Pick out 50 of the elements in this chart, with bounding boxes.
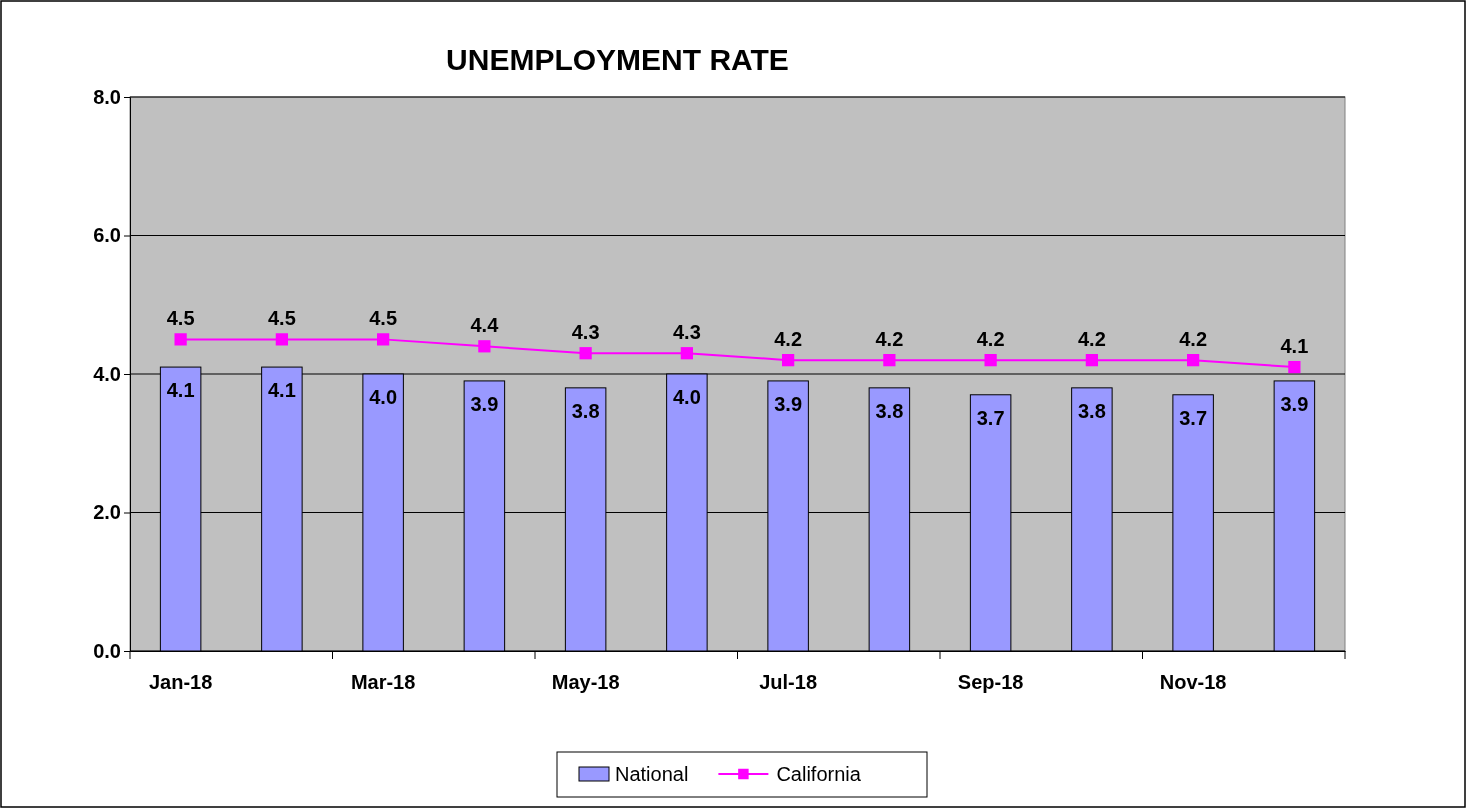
y-tick-label: 2.0 bbox=[93, 501, 121, 524]
data-label: 4.3 bbox=[672, 321, 701, 344]
point bbox=[275, 333, 288, 346]
x-tick-label: Sep-18 bbox=[957, 671, 1024, 694]
x-tick-label: Jul-18 bbox=[759, 671, 818, 694]
y-tick-label: 4.0 bbox=[93, 362, 121, 385]
point bbox=[782, 354, 795, 367]
data-label: 3.7 bbox=[1179, 406, 1208, 429]
data-label: 4.2 bbox=[774, 328, 803, 351]
x-tick-label: May-18 bbox=[551, 671, 620, 694]
x-tick-label: Mar-18 bbox=[350, 671, 416, 694]
data-label: 4.2 bbox=[875, 328, 904, 351]
data-label: 3.8 bbox=[1077, 399, 1106, 422]
point bbox=[680, 347, 693, 360]
data-label: 4.5 bbox=[267, 307, 296, 330]
data-label: 4.5 bbox=[166, 307, 195, 330]
data-label: 4.2 bbox=[1077, 328, 1106, 351]
point bbox=[1288, 360, 1301, 374]
data-label: 4.0 bbox=[672, 386, 701, 408]
point bbox=[478, 340, 491, 353]
y-tick-label: 0.0 bbox=[93, 639, 121, 662]
data-label: 4.5 bbox=[369, 307, 398, 330]
point bbox=[883, 354, 896, 367]
data-label: 4.1 bbox=[166, 379, 195, 402]
legend-label: National bbox=[615, 763, 689, 785]
point bbox=[1085, 354, 1098, 367]
y-tick-label: 8.0 bbox=[93, 85, 121, 108]
data-label: 3.9 bbox=[470, 392, 499, 415]
point bbox=[579, 347, 592, 360]
data-label: 4.4 bbox=[470, 314, 500, 337]
data-label: 4.2 bbox=[976, 328, 1005, 351]
data-label: 3.9 bbox=[1280, 392, 1309, 415]
data-label: 3.8 bbox=[875, 399, 904, 422]
legend-label: California bbox=[776, 763, 862, 785]
chart-title: UNEMPLOYMENT RATE bbox=[446, 43, 789, 76]
x-tick-label: Jan-18 bbox=[148, 671, 213, 694]
data-label: 4.1 bbox=[267, 379, 296, 402]
x-tick-label: Nov-18 bbox=[1159, 671, 1227, 694]
point bbox=[174, 333, 187, 346]
data-label: 4.2 bbox=[1179, 328, 1208, 351]
data-label: 3.7 bbox=[976, 406, 1005, 429]
data-label: 4.1 bbox=[1280, 335, 1309, 358]
data-label: 3.8 bbox=[571, 399, 600, 422]
data-label: 3.9 bbox=[774, 392, 803, 415]
data-label: 4.3 bbox=[571, 321, 600, 344]
point bbox=[1187, 354, 1200, 367]
point bbox=[984, 354, 997, 367]
data-label: 4.0 bbox=[369, 386, 398, 408]
point bbox=[377, 333, 390, 346]
y-tick-label: 6.0 bbox=[93, 224, 121, 247]
